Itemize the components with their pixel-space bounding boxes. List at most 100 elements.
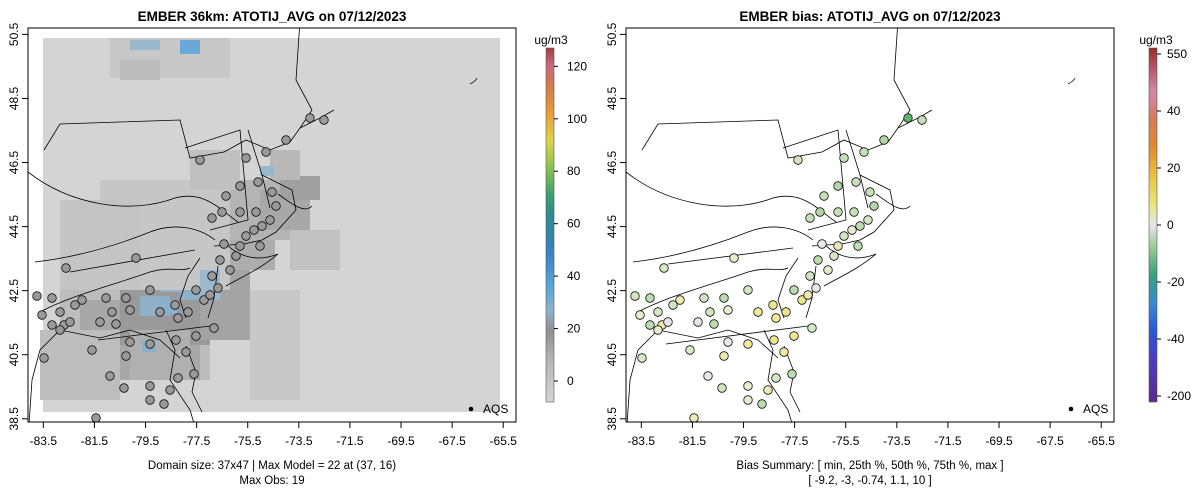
grid-cell-23	[120, 60, 160, 80]
right-station-48	[793, 155, 803, 165]
left-map-area	[28, 28, 500, 422]
right-station-36	[815, 207, 825, 217]
right-cb-tick-label-1: 40	[1167, 104, 1181, 118]
left-station-5	[65, 317, 75, 327]
left-station-46	[305, 113, 315, 123]
left-station-13	[125, 305, 135, 315]
left-station-68	[255, 241, 265, 251]
right-station-53	[703, 371, 713, 381]
right-x-tick-label-8: -67.5	[1036, 434, 1064, 448]
grid-cell-19	[250, 290, 300, 400]
left-colorbar-ticks: 0 20 40 60 80 100 120	[554, 59, 587, 388]
right-station-52	[719, 351, 729, 361]
left-geography	[28, 28, 478, 422]
left-station-21	[199, 295, 209, 305]
right-chart-title: EMBER bias: ATOTIJ_AVG on 07/12/2023	[739, 9, 1001, 24]
left-x-tick-label-6: -71.5	[336, 434, 364, 448]
right-station-22	[803, 290, 813, 300]
left-chart-title: EMBER 36km: ATOTIJ_AVG on 07/12/2023	[138, 9, 407, 24]
right-cb-tick-label-0: 550	[1167, 47, 1187, 61]
left-station-34	[251, 207, 261, 217]
left-x-tick-label-0: -83.5	[30, 434, 58, 448]
right-x-tick-label-1: -81.5	[679, 434, 707, 448]
right-station-44	[859, 147, 869, 157]
left-station-40	[253, 177, 263, 187]
left-caption-line-2: Max Obs: 19	[239, 475, 304, 487]
right-x-tick-label-2: -79.5	[730, 434, 758, 448]
right-station-7	[653, 325, 663, 335]
right-station-64	[763, 385, 773, 395]
right-station-50	[709, 319, 719, 329]
left-station-6	[70, 300, 80, 310]
right-station-27	[829, 251, 839, 261]
right-y-tick-label-0: 38.5	[605, 407, 619, 431]
right-station-54	[717, 383, 727, 393]
right-station-68	[853, 241, 863, 251]
right-station-56	[757, 399, 767, 409]
left-station-24	[207, 271, 217, 281]
left-x-axis: -83.5 -81.5 -79.5 -77.5 -75.5 -73.5 -71.5 -69.5…	[30, 422, 517, 448]
left-station-23	[213, 283, 223, 293]
left-x-tick-label-5: -73.5	[285, 434, 313, 448]
right-station-46	[903, 113, 913, 123]
right-station-17	[768, 300, 778, 310]
right-station-0	[630, 291, 640, 301]
left-station-42	[271, 201, 281, 211]
right-y-tick-label-5: 48.5	[605, 86, 619, 110]
left-station-35	[235, 207, 245, 217]
left-station-59	[171, 335, 181, 345]
left-y-tick-label-5: 48.5	[7, 86, 21, 110]
grid-cell-12	[60, 200, 140, 290]
left-station-36	[217, 207, 227, 217]
left-cb-tick-label-3: 60	[567, 217, 581, 231]
left-cb-tick-label-0: 0	[567, 374, 574, 388]
right-station-47	[917, 115, 927, 125]
right-y-axis: 38.5 40.5 42.5 44.5 46.5 48.5 50.5	[605, 22, 626, 430]
right-station-38	[819, 191, 829, 201]
left-station-50	[111, 319, 121, 329]
left-station-14	[121, 293, 131, 303]
left-station-3	[55, 307, 65, 317]
right-station-16	[753, 307, 763, 317]
right-caption-line-1: Bias Summary: [ min, 25th %, 50th %, 75t…	[736, 460, 1003, 472]
right-y-tick-label-6: 50.5	[605, 22, 619, 46]
left-station-32	[257, 221, 267, 231]
right-station-30	[839, 231, 849, 241]
right-station-14	[719, 293, 729, 303]
right-station-29	[817, 239, 827, 249]
right-station-35	[833, 207, 843, 217]
right-station-59	[769, 335, 779, 345]
right-station-37	[805, 213, 815, 223]
right-station-23	[811, 283, 821, 293]
left-station-41	[267, 187, 277, 197]
grid-cell-26	[260, 166, 274, 176]
right-y-tick-label-4: 46.5	[605, 151, 619, 175]
left-x-tick-label-2: -79.5	[132, 434, 160, 448]
right-station-39	[833, 181, 843, 191]
right-station-8	[645, 320, 655, 330]
right-station-42	[869, 201, 879, 211]
left-station-53	[105, 371, 115, 381]
right-station-9	[659, 263, 669, 273]
right-station-40	[851, 177, 861, 187]
left-cb-tick-label-5: 100	[567, 112, 587, 126]
right-station-41	[865, 187, 875, 197]
right-x-tick-label-5: -73.5	[883, 434, 911, 448]
left-cb-tick-label-4: 80	[567, 164, 581, 178]
left-y-tick-label-3: 44.5	[7, 215, 21, 239]
left-x-tick-label-3: -77.5	[183, 434, 211, 448]
left-y-tick-label-4: 46.5	[7, 151, 21, 175]
right-cb-tick-label-2: 20	[1167, 161, 1181, 175]
right-station-1	[635, 310, 645, 320]
right-x-tick-label-7: -69.5	[985, 434, 1013, 448]
grid-cell-13	[40, 330, 120, 400]
right-station-57	[637, 353, 647, 363]
right-legend-aqs-label: AQS	[1083, 402, 1108, 416]
left-station-43	[241, 153, 251, 163]
right-station-66	[699, 293, 709, 303]
right-y-tick-label-1: 40.5	[605, 343, 619, 367]
left-plot-frame	[27, 27, 517, 423]
right-plot-frame	[625, 27, 1115, 423]
right-station-60	[779, 347, 789, 357]
